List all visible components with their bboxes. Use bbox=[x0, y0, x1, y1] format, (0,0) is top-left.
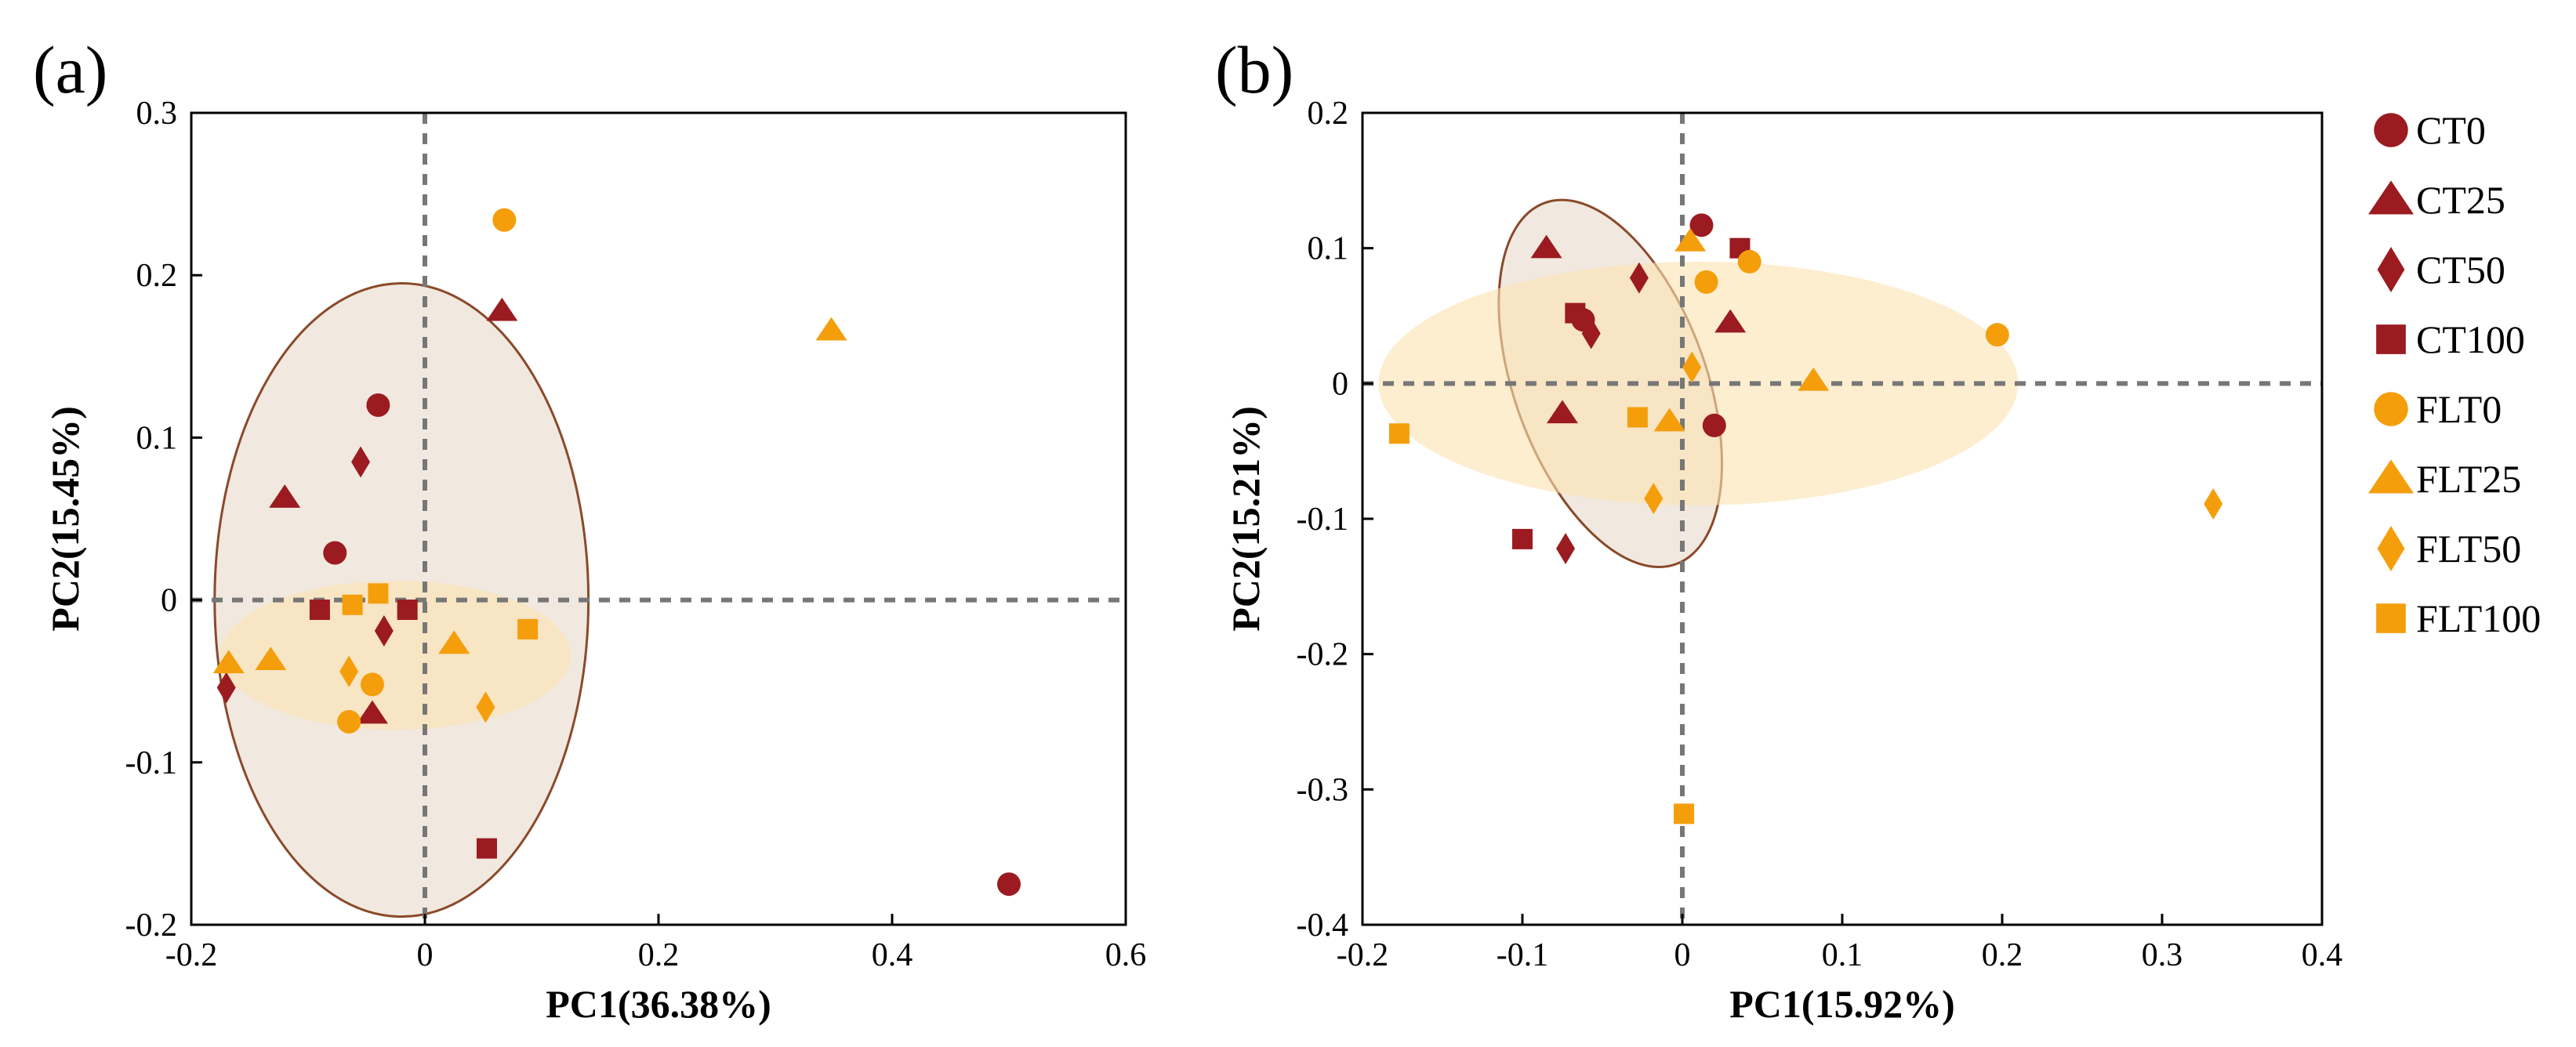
point-ct100 bbox=[1565, 303, 1586, 324]
y-tick-label: 0 bbox=[161, 583, 177, 619]
point-flt100 bbox=[1674, 803, 1695, 824]
x-axis-title: PC1(36.38%) bbox=[546, 982, 771, 1026]
point-ct0 bbox=[997, 872, 1021, 897]
point-flt50 bbox=[476, 691, 495, 723]
x-tick-label: -0.1 bbox=[1497, 937, 1549, 973]
y-tick-label: 0.1 bbox=[136, 420, 178, 456]
x-axis-title: PC1(15.92%) bbox=[1729, 982, 1954, 1026]
y-tick-label: -0.1 bbox=[125, 745, 178, 781]
y-tick-label: 0 bbox=[1332, 366, 1348, 402]
point-ct100 bbox=[397, 600, 418, 621]
legend-label-flt0: FLT0 bbox=[2416, 387, 2502, 431]
legend-label-flt100: FLT100 bbox=[2416, 596, 2541, 640]
y-tick-label: -0.2 bbox=[1297, 637, 1349, 673]
plot-frame bbox=[1361, 111, 2324, 926]
y-axis-title: PC2(15.45%) bbox=[43, 406, 87, 631]
legend-marker-flt0 bbox=[2374, 392, 2408, 426]
legend-label-ct50: CT50 bbox=[2416, 248, 2505, 292]
point-ct50 bbox=[1581, 317, 1601, 350]
point-ct50 bbox=[351, 446, 371, 478]
point-ct25 bbox=[1547, 400, 1578, 424]
panel-label: (b) bbox=[1215, 32, 1293, 107]
legend-label-ct100: CT100 bbox=[2416, 317, 2525, 361]
point-ct0 bbox=[323, 541, 347, 565]
x-tick-label: 0.4 bbox=[872, 937, 913, 973]
x-tick-label: 0.4 bbox=[2302, 937, 2343, 973]
legend-label-flt25: FLT25 bbox=[2416, 457, 2521, 501]
y-tick-label: 0.3 bbox=[136, 96, 178, 132]
x-tick-label: 0.6 bbox=[1105, 937, 1147, 973]
x-tick-label: 0 bbox=[1674, 937, 1691, 973]
y-tick-label: 0.2 bbox=[136, 258, 178, 294]
point-flt0 bbox=[360, 672, 384, 697]
y-tick-label: 0.2 bbox=[1308, 96, 1349, 132]
x-tick-label: 0.2 bbox=[1982, 937, 2023, 973]
point-flt50 bbox=[2204, 488, 2223, 520]
point-ct50 bbox=[216, 672, 236, 704]
x-tick-label: 0 bbox=[417, 937, 434, 973]
point-ct25 bbox=[1714, 309, 1747, 333]
point-flt50 bbox=[339, 655, 359, 687]
point-flt0 bbox=[492, 208, 517, 232]
legend-marker-ct50 bbox=[2377, 247, 2405, 292]
point-flt25 bbox=[255, 647, 287, 671]
legend-marker-ct100 bbox=[2376, 324, 2406, 354]
x-tick-label: -0.2 bbox=[165, 937, 218, 973]
y-tick-label: -0.1 bbox=[1297, 502, 1349, 538]
legend-label-flt50: FLT50 bbox=[2416, 527, 2521, 571]
legend-marker-ct25 bbox=[2368, 180, 2414, 215]
point-flt0 bbox=[1694, 270, 1718, 294]
panel-b-chart: -0.2 -0.1 0 0.1 0.2 0.3 0.4 -0.4 -0.3 -0.2 -0.1 0 0.… bbox=[1215, 32, 2342, 1026]
point-flt25 bbox=[1674, 228, 1707, 252]
legend-marker-flt25 bbox=[2368, 459, 2414, 494]
point-flt100 bbox=[1388, 423, 1410, 444]
point-flt100 bbox=[517, 618, 539, 639]
y-tick-label: 0.1 bbox=[1308, 231, 1349, 267]
point-ct0 bbox=[1702, 413, 1726, 437]
point-ct50 bbox=[374, 614, 394, 647]
point-ct100 bbox=[476, 838, 497, 859]
point-ct25 bbox=[1530, 234, 1562, 259]
x-tick-label: 0.2 bbox=[638, 937, 680, 973]
point-ct50 bbox=[1556, 532, 1576, 564]
point-flt25 bbox=[438, 630, 470, 654]
legend-marker-flt50 bbox=[2377, 526, 2405, 571]
point-flt0 bbox=[1985, 323, 2009, 347]
point-flt100 bbox=[368, 583, 389, 604]
point-ct0 bbox=[1689, 213, 1714, 237]
point-ct25 bbox=[486, 297, 518, 321]
panel-a-chart: -0.2 0 0.2 0.4 0.6 -0.2 -0.1 0 0.1 0.2 0.3 PC1(36.3… bbox=[33, 32, 1146, 1026]
y-tick-label: -0.4 bbox=[1297, 908, 1349, 944]
point-flt100 bbox=[1627, 407, 1648, 428]
legend: CT0 CT25 CT50 CT100 FLT0 FLT25 FLT50 FLT100 bbox=[2368, 108, 2541, 640]
legend-marker-ct0 bbox=[2374, 113, 2408, 147]
x-tick-label: 0.1 bbox=[1822, 937, 1863, 973]
confidence-ellipse-flt bbox=[220, 580, 571, 730]
point-flt25 bbox=[815, 317, 847, 341]
x-tick-label: 0.3 bbox=[2142, 937, 2183, 973]
point-ct25 bbox=[356, 700, 388, 724]
point-ct100 bbox=[309, 600, 330, 621]
legend-label-ct0: CT0 bbox=[2416, 108, 2486, 152]
point-ct100 bbox=[1512, 528, 1533, 549]
point-flt100 bbox=[342, 594, 363, 615]
panel-label: (a) bbox=[33, 32, 107, 107]
point-flt50 bbox=[1682, 351, 1702, 383]
y-tick-label: -0.3 bbox=[1297, 772, 1349, 808]
point-flt0 bbox=[337, 710, 361, 734]
point-flt25 bbox=[1798, 367, 1830, 391]
point-flt25 bbox=[212, 650, 245, 674]
legend-label-ct25: CT25 bbox=[2416, 178, 2505, 222]
point-flt0 bbox=[1737, 249, 1761, 274]
point-flt50 bbox=[1644, 483, 1664, 515]
point-ct0 bbox=[366, 393, 390, 417]
legend-marker-flt100 bbox=[2376, 603, 2406, 633]
point-ct50 bbox=[1629, 262, 1649, 294]
x-tick-label: -0.2 bbox=[1337, 937, 1389, 973]
point-ct25 bbox=[269, 484, 301, 508]
y-tick-label: -0.2 bbox=[125, 908, 178, 944]
point-flt25 bbox=[1653, 408, 1685, 432]
y-axis-title: PC2(15.21%) bbox=[1224, 406, 1268, 631]
